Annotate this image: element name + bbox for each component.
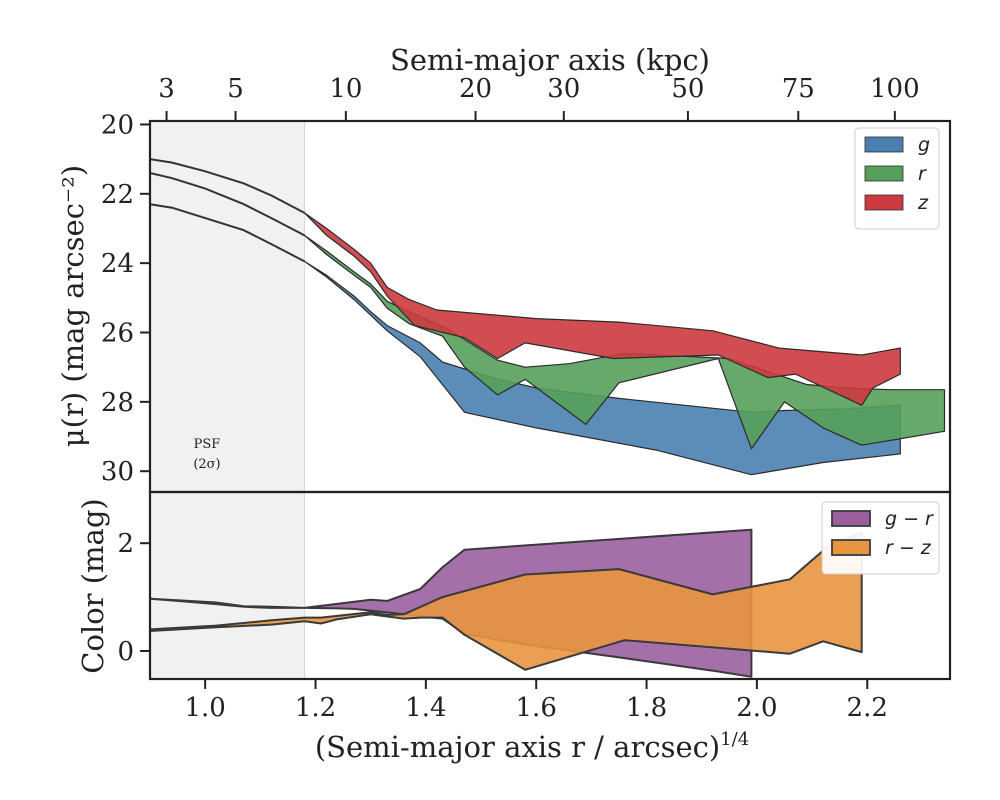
y-tick-label-upper: 26 [101, 319, 134, 349]
x-tick-label: 1.8 [626, 693, 667, 723]
top-tick-label: 20 [459, 74, 492, 104]
y-tick-label-upper: 20 [101, 110, 134, 140]
profile-line-g [150, 203, 305, 263]
lower-panel-frame [148, 490, 952, 681]
color-panel: 0 2 1.0 1.2 1.4 1.6 1.8 2.0 2.2 g − r r − z [117, 492, 940, 723]
y-tick-label-upper: 22 [101, 180, 134, 210]
upper-legend: grz [854, 127, 940, 230]
y-tick-label-upper: 28 [101, 388, 134, 418]
psf-shaded-region-lower [150, 492, 305, 679]
profile-line-z [150, 158, 305, 214]
top-axis-title: Semi-major axis (kpc) [390, 43, 710, 77]
psf-label: PSF [194, 437, 221, 452]
y-tick-label-upper: 24 [101, 249, 134, 279]
top-tick-label: 3 [158, 74, 175, 104]
legend-swatch-g-r [831, 510, 871, 527]
y-tick-label-lower: 0 [117, 637, 134, 667]
top-tick-label: 5 [227, 74, 244, 104]
legend-label-g-r: g − r [885, 508, 934, 530]
legend-swatch-r [864, 165, 904, 182]
psf-sigma-label: (2σ) [193, 457, 220, 472]
top-tick-label: 50 [671, 74, 704, 104]
lower-y-axis-title: Color (mag) [76, 498, 110, 673]
legend-label-z: z [917, 192, 929, 214]
bottom-axis-title: (Semi-major axis r / arcsec)1/4 [315, 729, 749, 764]
top-tick-label: 30 [547, 74, 580, 104]
lower-legend: g − r r − z [821, 501, 940, 575]
upper-y-axis-title: μ(r) (mag arcsec⁻²) [56, 165, 90, 447]
x-tick-label: 1.0 [184, 693, 225, 723]
y-tick-label-upper: 30 [101, 457, 134, 487]
profile-line-r [150, 172, 305, 237]
band-z [303, 212, 901, 406]
psf-shaded-region [150, 121, 305, 492]
legend-swatch-r-z [831, 539, 871, 556]
surface-brightness-panel: PSF (2σ) 20 22 24 26 28 30 3 5 10 20 30 50 75 100 gr… [101, 74, 946, 492]
top-tick-label: 100 [870, 74, 920, 104]
top-tick-label: 75 [782, 74, 815, 104]
x-tick-label: 1.2 [295, 693, 336, 723]
legend-label-g: g [918, 134, 930, 156]
legend-label-r: r [918, 163, 927, 185]
legend-swatch-g [864, 136, 904, 153]
legend-label-r-z: r − z [885, 537, 932, 559]
band-r-z [150, 531, 863, 671]
legend-swatch-z [864, 194, 904, 211]
top-tick-label: 10 [329, 74, 362, 104]
x-tick-label: 2.0 [736, 693, 777, 723]
y-tick-label-lower: 2 [117, 529, 134, 559]
x-tick-label: 1.4 [405, 693, 446, 723]
bottom-axis-title-exponent: 1/4 [720, 729, 749, 750]
x-tick-label: 1.6 [516, 693, 557, 723]
x-tick-label: 2.2 [847, 693, 888, 723]
